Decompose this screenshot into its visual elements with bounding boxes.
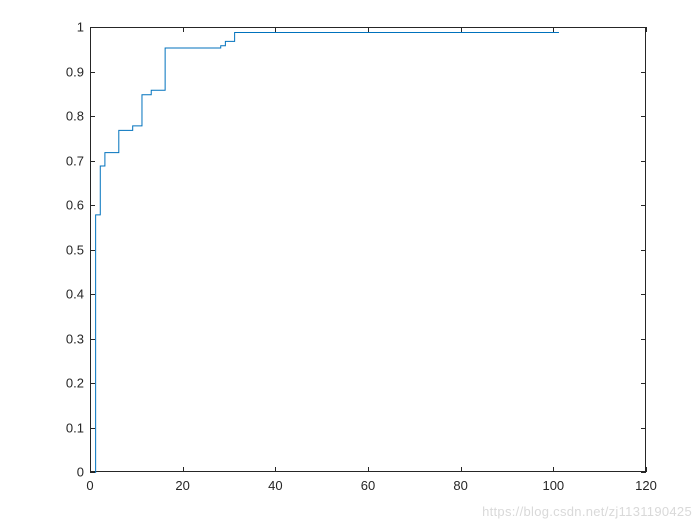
y-tick-mark-right [641,205,646,206]
x-tick-label: 80 [453,478,467,493]
x-tick-mark-top [275,27,276,32]
x-tick-mark-top [553,27,554,32]
y-tick-label: 0.1 [54,420,84,435]
x-tick-mark [553,467,554,472]
y-tick-label: 0.2 [54,376,84,391]
x-tick-label: 0 [86,478,93,493]
line-series [91,28,647,473]
x-tick-mark [461,467,462,472]
y-tick-mark [90,161,95,162]
series-line [96,32,559,473]
y-tick-mark-right [641,72,646,73]
x-tick-mark [183,467,184,472]
x-tick-mark-top [461,27,462,32]
y-tick-mark-right [641,161,646,162]
y-tick-mark-right [641,383,646,384]
x-tick-mark [368,467,369,472]
x-tick-label: 40 [268,478,282,493]
y-tick-mark [90,383,95,384]
x-tick-label: 100 [542,478,564,493]
y-tick-mark [90,472,95,473]
y-tick-mark-right [641,472,646,473]
y-tick-label: 0.6 [54,198,84,213]
y-tick-mark [90,205,95,206]
plot-area [90,27,646,472]
y-tick-mark-right [641,339,646,340]
y-tick-mark [90,294,95,295]
y-tick-label: 0 [54,465,84,480]
y-tick-label: 0.3 [54,331,84,346]
y-tick-label: 0.8 [54,109,84,124]
y-tick-mark-right [641,428,646,429]
x-tick-label: 20 [175,478,189,493]
y-tick-mark [90,72,95,73]
y-tick-label: 0.4 [54,287,84,302]
y-tick-mark [90,250,95,251]
y-tick-mark [90,116,95,117]
y-tick-mark [90,339,95,340]
chart-container: https://blog.csdn.net/zj1131190425 0 20 40… [0,0,700,525]
x-tick-label: 120 [635,478,657,493]
y-tick-label: 0.9 [54,64,84,79]
x-tick-mark [275,467,276,472]
y-tick-mark [90,428,95,429]
watermark-text: https://blog.csdn.net/zj1131190425 [482,504,692,519]
x-tick-mark-top [183,27,184,32]
y-tick-mark [90,27,95,28]
y-tick-mark-right [641,250,646,251]
x-tick-mark-top [368,27,369,32]
y-tick-mark-right [641,27,646,28]
y-tick-label: 0.7 [54,153,84,168]
x-tick-mark [646,467,647,472]
y-tick-label: 1 [54,20,84,35]
y-tick-mark-right [641,116,646,117]
y-tick-mark-right [641,294,646,295]
y-tick-label: 0.5 [54,242,84,257]
x-tick-label: 60 [361,478,375,493]
x-tick-mark-top [646,27,647,32]
